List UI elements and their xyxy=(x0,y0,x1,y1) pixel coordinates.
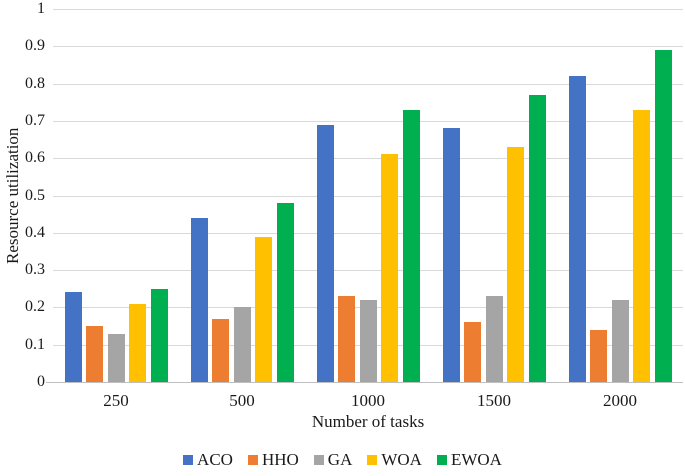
x-tick-label: 250 xyxy=(103,391,129,410)
gridline xyxy=(53,120,683,122)
bar-ga-250 xyxy=(107,333,125,382)
bar-ewoa-1500 xyxy=(528,94,546,382)
legend-label: HHO xyxy=(261,450,299,469)
legend-label: GA xyxy=(327,450,353,469)
legend-item-ga: GA xyxy=(313,450,353,469)
bar-woa-250 xyxy=(129,303,146,382)
bar-aco-500 xyxy=(190,217,208,382)
gridline xyxy=(53,158,683,160)
x-tick-label: 2000 xyxy=(603,391,637,410)
bar-hho-500 xyxy=(212,318,229,382)
bar-aco-250 xyxy=(64,292,82,382)
y-tick-label: 0.3 xyxy=(25,261,45,279)
gridline xyxy=(53,195,683,197)
bar-ga-1500 xyxy=(485,296,503,382)
y-tick-label: 0.6 xyxy=(25,149,45,167)
bar-hho-250 xyxy=(86,326,103,382)
y-tick-label: 0.7 xyxy=(25,111,45,129)
legend-item-woa: WOA xyxy=(367,451,422,469)
y-tick-label: 1 xyxy=(37,0,45,17)
y-tick-label: 0.2 xyxy=(25,298,45,316)
bar-ga-1000 xyxy=(359,299,377,382)
legend-item-ewoa: EWOA xyxy=(436,450,502,469)
x-tick-label: 500 xyxy=(229,391,255,410)
legend-label: ACO xyxy=(197,450,233,469)
y-tick-label: 0.1 xyxy=(25,335,45,353)
bar-hho-2000 xyxy=(590,329,607,382)
bar-aco-2000 xyxy=(568,76,586,382)
gridline xyxy=(53,270,683,272)
bar-ewoa-2000 xyxy=(654,50,672,382)
legend-marker-hho xyxy=(247,455,258,465)
bar-ga-2000 xyxy=(611,299,629,382)
x-tick-label: 1500 xyxy=(477,391,511,410)
legend-marker-woa xyxy=(367,455,378,465)
gridline xyxy=(53,232,683,234)
legend-marker-ewoa xyxy=(436,455,447,465)
plot-area xyxy=(46,9,683,383)
bar-ga-500 xyxy=(233,307,251,382)
gridline xyxy=(53,9,683,10)
gridline xyxy=(53,46,683,48)
bar-woa-2000 xyxy=(633,109,650,382)
x-axis-title: Number of tasks xyxy=(311,412,425,431)
bar-ewoa-500 xyxy=(276,202,294,382)
bar-aco-1500 xyxy=(442,128,460,382)
bar-ewoa-1000 xyxy=(402,109,420,382)
legend-marker-ga xyxy=(313,455,324,465)
x-axis-line xyxy=(46,382,683,383)
bar-aco-1000 xyxy=(316,124,334,382)
legend-item-hho: HHO xyxy=(247,450,299,469)
legend-item-aco: ACO xyxy=(183,451,233,469)
y-tick-label: 0.9 xyxy=(25,37,45,55)
y-tick-label: 0.8 xyxy=(25,74,45,92)
bar-woa-500 xyxy=(255,236,272,382)
bar-woa-1500 xyxy=(507,147,524,382)
legend-label: EWOA xyxy=(450,450,502,469)
bar-hho-1000 xyxy=(338,296,355,382)
bar-ewoa-250 xyxy=(150,288,168,382)
x-tick-label: 1000 xyxy=(351,391,385,410)
bar-hho-1500 xyxy=(464,322,481,382)
gridline xyxy=(53,83,683,85)
y-tick-label: 0.5 xyxy=(25,186,45,204)
legend-label: WOA xyxy=(381,450,422,469)
legend-marker-aco xyxy=(183,455,194,465)
legend: ACO HHO GA WOA EWOA xyxy=(0,451,685,469)
y-tick-label: 0 xyxy=(37,373,45,390)
y-tick-label: 0.4 xyxy=(25,223,45,241)
bar-woa-1000 xyxy=(381,154,398,382)
